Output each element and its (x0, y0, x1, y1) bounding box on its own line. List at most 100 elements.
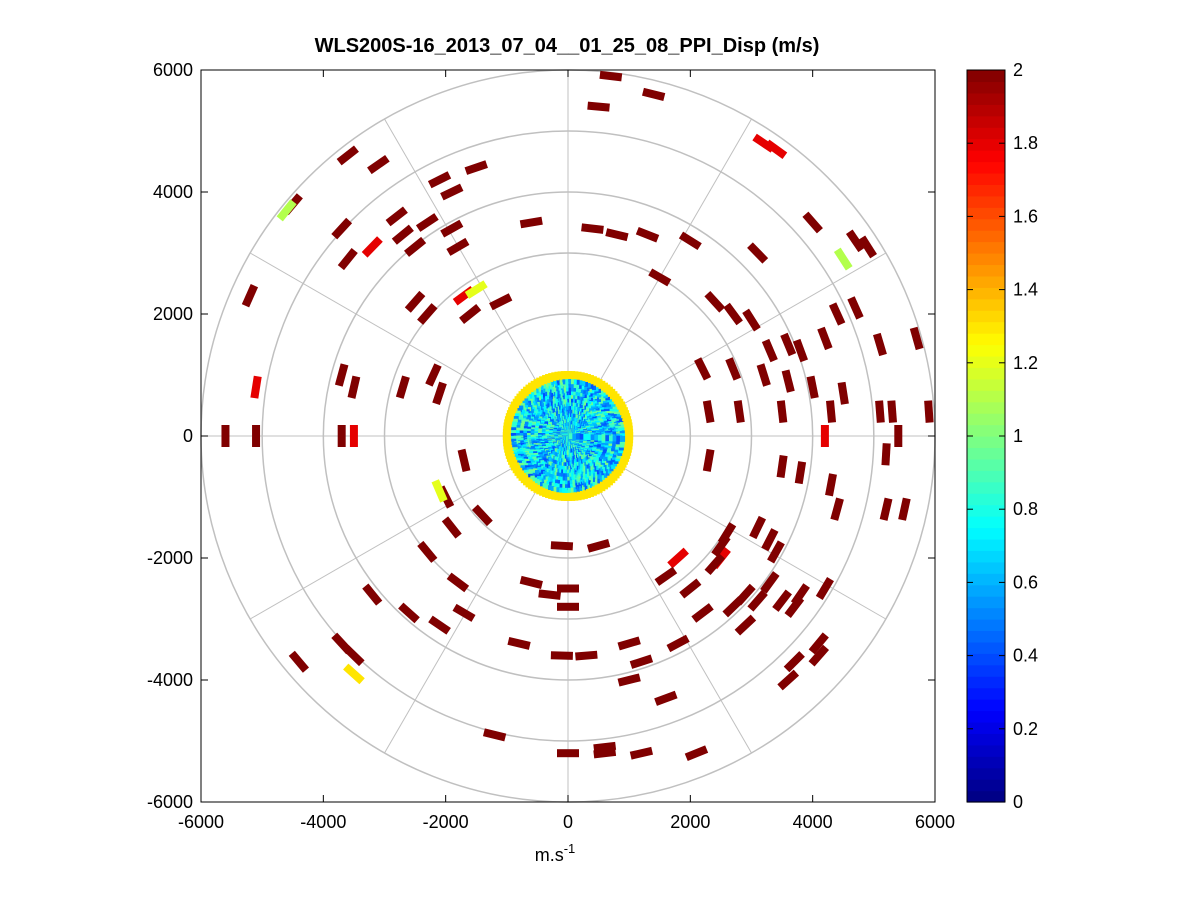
data-cell (404, 290, 426, 313)
data-cell (909, 326, 924, 351)
colorbar-tick-label: 1.2 (1013, 353, 1038, 373)
colorbar-step (967, 321, 1005, 334)
data-cell (830, 497, 844, 521)
data-cell (776, 455, 788, 478)
data-cell (557, 749, 579, 758)
colorbar-step (967, 207, 1005, 220)
data-cell (879, 497, 893, 521)
x-tick-label: 0 (563, 812, 573, 832)
data-cell (781, 369, 795, 393)
colorbar-step (967, 779, 1005, 792)
data-cell (250, 375, 262, 399)
colorbar-step (967, 241, 1005, 254)
data-cell (446, 237, 470, 256)
data-cell (334, 363, 349, 387)
data-cell (828, 302, 846, 326)
colorbar-step (967, 699, 1005, 712)
data-cell (519, 216, 543, 229)
near-field-gate (579, 433, 586, 440)
colorbar-tick-label: 1.4 (1013, 280, 1038, 300)
colorbar-gradient (967, 70, 1005, 803)
colorbar-step (967, 641, 1005, 654)
data-cell (684, 745, 709, 762)
data-cell (691, 603, 714, 623)
x-tick-label: -4000 (300, 812, 346, 832)
near-field-gate (608, 435, 615, 442)
near-field-ring-gate (625, 435, 634, 444)
colorbar-step (967, 664, 1005, 677)
data-cell (629, 654, 654, 669)
data-cell (735, 583, 756, 606)
colorbar-step (967, 195, 1005, 208)
data-cell (331, 217, 353, 240)
colorbar-step (967, 367, 1005, 380)
data-cell (538, 589, 562, 600)
data-cell (349, 425, 358, 447)
near-field-gate (583, 433, 590, 440)
colorbar-step (967, 733, 1005, 746)
data-cell (847, 296, 864, 320)
colorbar-step (967, 115, 1005, 128)
data-cell (702, 448, 715, 472)
data-cell (802, 211, 823, 234)
colorbar-step (967, 92, 1005, 105)
data-cell (471, 504, 493, 527)
colorbar-tick-label: 0.8 (1013, 499, 1038, 519)
x-axis-label-exponent: -1 (564, 841, 576, 856)
data-cell (605, 228, 629, 242)
data-cell (395, 375, 410, 399)
colorbar-step (967, 596, 1005, 609)
data-cell (599, 70, 623, 82)
colorbar-tick-label: 0 (1013, 792, 1023, 812)
data-cell (825, 473, 837, 497)
x-tick-label: 2000 (670, 812, 710, 832)
data-cell (694, 357, 712, 381)
data-cell (337, 248, 358, 271)
colorbar-step (967, 744, 1005, 757)
data-cell (783, 651, 805, 673)
data-cell (761, 528, 779, 552)
data-cell (550, 541, 574, 551)
colorbar-step (967, 504, 1005, 517)
data-cell (756, 363, 771, 387)
data-cell (772, 589, 792, 612)
data-cell (617, 673, 641, 687)
colorbar-step (967, 104, 1005, 117)
colorbar-step (967, 81, 1005, 94)
data-cell (924, 400, 934, 423)
data-cell (887, 400, 897, 423)
colorbar-step (967, 516, 1005, 529)
colorbar-step (967, 538, 1005, 551)
colorbar-step (967, 424, 1005, 437)
data-cell (441, 516, 462, 539)
colorbar-step (967, 527, 1005, 540)
colorbar-tick-label: 1.8 (1013, 133, 1038, 153)
data-cell (489, 293, 513, 311)
data-cell (702, 400, 715, 424)
data-cell (817, 326, 833, 351)
colorbar-step (967, 447, 1005, 460)
data-cell (440, 219, 464, 238)
data-cell (385, 206, 408, 227)
colorbar-step (967, 676, 1005, 689)
data-cell (815, 577, 834, 600)
near-field-gate (612, 435, 619, 442)
colorbar-step (967, 687, 1005, 700)
data-cell (790, 583, 810, 606)
data-cell (767, 540, 785, 564)
data-cell (776, 400, 788, 423)
colorbar-ticks: 0 0.2 0.4 0.6 0.8 1 1.2 1.4 1.6 1.8 2 (967, 60, 1038, 812)
data-cell (845, 229, 865, 253)
data-cell (725, 357, 742, 381)
data-cell (654, 566, 678, 586)
data-cell (648, 268, 672, 287)
data-cell (581, 223, 604, 234)
x-tick-label: -2000 (423, 812, 469, 832)
y-tick-label: -4000 (147, 670, 193, 690)
colorbar-step (967, 344, 1005, 357)
colorbar-tick-label: 0.2 (1013, 719, 1038, 739)
data-cell (747, 242, 769, 264)
colorbar-step (967, 298, 1005, 311)
colorbar-step (967, 287, 1005, 300)
data-cell (276, 199, 297, 222)
